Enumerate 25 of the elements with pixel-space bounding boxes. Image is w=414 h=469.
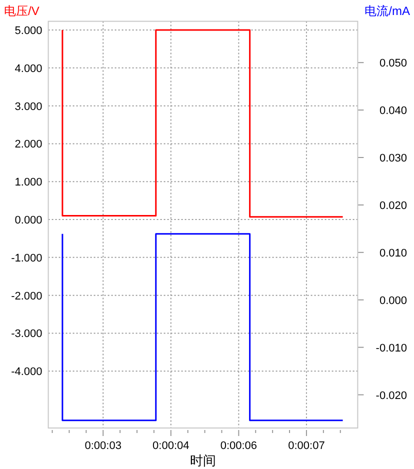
y-tick-label: -4.000 xyxy=(11,366,42,378)
y-tick-label: 1.000 xyxy=(14,176,42,189)
y2-tick-label: 0.020 xyxy=(379,200,407,212)
y-tick-label: 4.000 xyxy=(14,62,42,75)
x-axis-title: 时间 xyxy=(190,453,216,468)
x-tick-label: 0:00:06 xyxy=(220,440,258,452)
y-tick-label: 5.000 xyxy=(14,25,42,38)
y2-tick-label: 0.030 xyxy=(379,152,407,164)
y2-tick-label: 0.010 xyxy=(379,247,407,260)
y2-tick-label: 0.040 xyxy=(379,105,407,118)
x-tick-label: 0:00:04 xyxy=(152,440,190,452)
y-tick-label: -3.000 xyxy=(11,328,42,340)
y-tick-label: 3.000 xyxy=(14,100,42,113)
y-tick-label: -2.000 xyxy=(11,290,42,302)
x-tick-label: 0:00:03 xyxy=(84,440,122,452)
y2-tick-label: 0.000 xyxy=(379,294,407,307)
y-tick-label: 0.000 xyxy=(14,214,42,227)
y-tick-label: -1.000 xyxy=(11,252,42,264)
y2-tick-label: -0.020 xyxy=(376,390,407,402)
y2-axis-title: 电流/mA xyxy=(364,4,410,18)
y-tick-label: 2.000 xyxy=(14,138,42,151)
y2-tick-label: 0.050 xyxy=(379,58,407,70)
y-axis-title: 电压/V xyxy=(4,4,40,18)
x-tick-label: 0:00:07 xyxy=(288,440,325,452)
y2-tick-label: -0.010 xyxy=(376,342,407,354)
